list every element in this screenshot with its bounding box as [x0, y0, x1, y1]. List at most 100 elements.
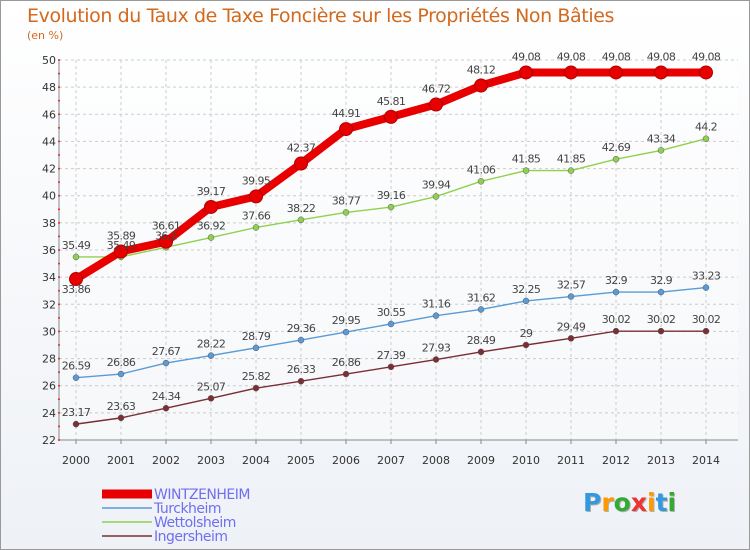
x-tick-label: 2007	[377, 454, 405, 467]
x-tick-label: 2010	[512, 454, 540, 467]
series-layer	[69, 65, 713, 428]
data-point	[252, 224, 260, 231]
data-point	[702, 284, 710, 291]
data-label: 30.02	[602, 313, 631, 326]
y-axis-dot	[58, 276, 60, 279]
data-label: 41.06	[467, 163, 496, 176]
data-label: 29.95	[332, 314, 361, 327]
data-label: 26.86	[107, 356, 136, 369]
legend-label-turckheim: Turckheim	[153, 501, 221, 517]
data-point	[117, 370, 125, 378]
data-point	[207, 234, 215, 241]
x-tick-label: 2014	[692, 454, 720, 467]
logo-letter-0: P	[583, 488, 602, 517]
data-label: 35.89	[107, 229, 136, 242]
data-label: 35.49	[107, 239, 136, 252]
data-label: 48.12	[467, 64, 496, 77]
data-label: 23.63	[107, 400, 136, 413]
unit-label: (en %)	[27, 29, 64, 42]
data-label: 32.9	[605, 274, 628, 287]
y-axis-dot	[58, 140, 60, 143]
data-point	[657, 288, 665, 296]
x-tick-label: 2012	[602, 454, 630, 467]
y-axis-dot	[58, 289, 60, 292]
y-tick-label: 22	[42, 434, 56, 447]
data-point	[567, 335, 575, 342]
data-point	[114, 244, 128, 259]
data-point	[387, 203, 395, 211]
data-label: 26.33	[287, 363, 316, 376]
y-axis-dot	[58, 113, 60, 116]
y-axis-dot	[58, 194, 60, 197]
data-point	[702, 327, 710, 335]
logo-letter-1: r	[601, 488, 614, 517]
legend-label-wintzenheim: WINTZENHEIM	[154, 487, 250, 503]
y-axis-dot	[58, 181, 60, 184]
x-tick-label: 2002	[152, 454, 180, 467]
data-point	[522, 341, 530, 349]
data-point	[612, 327, 620, 335]
data-point	[612, 288, 620, 296]
y-tick-label: 28	[42, 353, 56, 366]
data-point	[522, 167, 530, 174]
data-point	[252, 384, 260, 392]
data-point	[432, 356, 440, 363]
data-label: 30.55	[377, 306, 406, 319]
x-tick-label: 2000	[62, 454, 90, 467]
y-tick-label: 24	[42, 407, 56, 420]
data-label: 44.91	[332, 107, 361, 120]
data-point	[609, 65, 623, 80]
proxiti-logo: Proxiti	[583, 488, 676, 517]
data-point	[342, 328, 350, 336]
data-label: 29	[520, 327, 533, 340]
y-axis-dot	[58, 59, 60, 61]
data-point	[72, 253, 80, 261]
data-label: 36.61	[152, 220, 181, 233]
data-point	[699, 65, 713, 80]
data-label: 35.49	[62, 239, 91, 252]
data-label: 28.22	[197, 338, 226, 351]
y-axis-dot	[58, 235, 60, 238]
data-point	[69, 272, 83, 287]
data-label: 27.39	[377, 349, 406, 362]
data-label: 49.08	[557, 50, 586, 63]
x-tick-label: 2011	[557, 454, 585, 467]
data-label: 49.08	[647, 50, 676, 63]
data-label: 36.2	[155, 229, 177, 242]
y-tick-label: 32	[42, 298, 56, 311]
data-label: 42.69	[602, 141, 631, 154]
data-label: 44.2	[695, 121, 717, 134]
data-label: 29.49	[557, 320, 586, 333]
y-axis-dot	[58, 330, 60, 333]
y-axis-dot	[58, 126, 60, 129]
data-label: 31.62	[467, 291, 496, 304]
y-axis-dot	[58, 398, 60, 401]
logo-letter-4: i	[647, 488, 656, 517]
data-point	[567, 293, 575, 300]
data-point	[477, 306, 485, 313]
data-point	[657, 147, 665, 154]
y-axis-dot	[58, 86, 60, 89]
data-label: 32.25	[512, 283, 541, 296]
logo-letter-5: t	[655, 488, 668, 517]
data-point	[207, 352, 215, 359]
y-tick-label: 44	[42, 135, 56, 148]
x-tick-label: 2004	[242, 454, 270, 467]
data-label: 49.08	[512, 50, 541, 63]
data-label: 33.23	[692, 270, 721, 283]
data-point	[567, 167, 575, 174]
y-axis-dot	[58, 262, 60, 265]
data-label: 25.82	[242, 370, 271, 383]
data-label: 30.02	[692, 313, 721, 326]
data-label: 30.02	[647, 313, 676, 326]
data-label: 33.86	[62, 283, 91, 296]
data-point	[657, 327, 665, 335]
data-point	[339, 122, 353, 137]
data-point	[297, 377, 305, 385]
data-label: 39.95	[242, 174, 271, 187]
logo-letter-6: i	[667, 488, 677, 517]
y-tick-label: 42	[42, 163, 56, 176]
data-point	[207, 395, 215, 402]
data-point	[72, 374, 80, 381]
data-label: 38.77	[332, 194, 361, 207]
